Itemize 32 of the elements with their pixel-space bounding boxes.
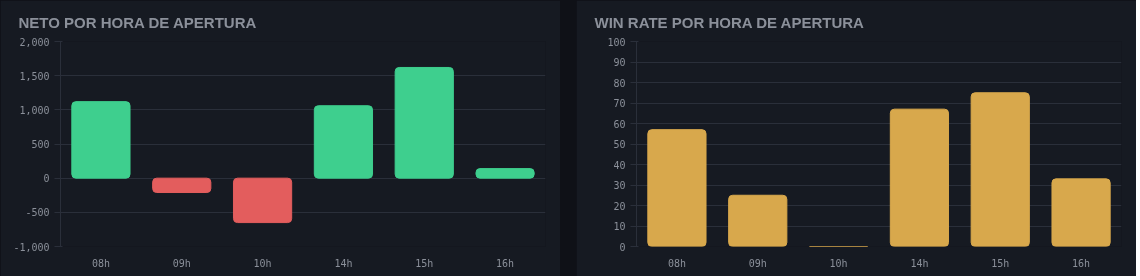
y-tick-label: 40 bbox=[613, 159, 626, 171]
y-tick-label: 0 bbox=[619, 241, 626, 253]
x-tick-label: 09h bbox=[172, 257, 191, 269]
y-tick-label: 70 bbox=[613, 98, 626, 109]
x-tick-label: 14h bbox=[910, 257, 929, 269]
x-tick-label: 10h bbox=[253, 257, 272, 269]
y-tick-label: 90 bbox=[613, 57, 626, 68]
y-tick-label: 100 bbox=[607, 36, 626, 48]
y-tick-label: 0 bbox=[43, 173, 50, 185]
y-tick-label: 20 bbox=[613, 200, 626, 212]
y-tick-label: 80 bbox=[613, 77, 626, 89]
x-tick-label: 16h bbox=[1072, 257, 1091, 269]
x-tick-label: 15h bbox=[415, 257, 434, 269]
y-tick-label: 30 bbox=[613, 180, 626, 191]
y-tick-label: 500 bbox=[31, 139, 50, 150]
y-tick-label: -1,000 bbox=[13, 241, 50, 253]
x-tick-label: 14h bbox=[334, 257, 353, 269]
x-tick-label: 10h bbox=[829, 257, 848, 269]
y-tick-label: 2,000 bbox=[19, 36, 50, 48]
x-tick-label: 08h bbox=[91, 257, 110, 269]
x-tick-label: 09h bbox=[748, 257, 767, 269]
y-tick-label: -500 bbox=[25, 207, 50, 219]
x-tick-label: 08h bbox=[667, 257, 686, 269]
chart-title: NETO POR HORA DE APERTURA bbox=[18, 13, 257, 31]
y-tick-label: 1,000 bbox=[19, 104, 50, 116]
y-tick-label: 50 bbox=[613, 139, 626, 150]
x-tick-label: 16h bbox=[496, 257, 515, 269]
chart-title: WIN RATE POR HORA DE APERTURA bbox=[594, 13, 865, 31]
y-tick-label: 60 bbox=[613, 118, 626, 130]
y-tick-label: 10 bbox=[613, 221, 626, 232]
y-tick-label: 1,500 bbox=[19, 70, 50, 82]
x-tick-label: 15h bbox=[991, 257, 1010, 269]
